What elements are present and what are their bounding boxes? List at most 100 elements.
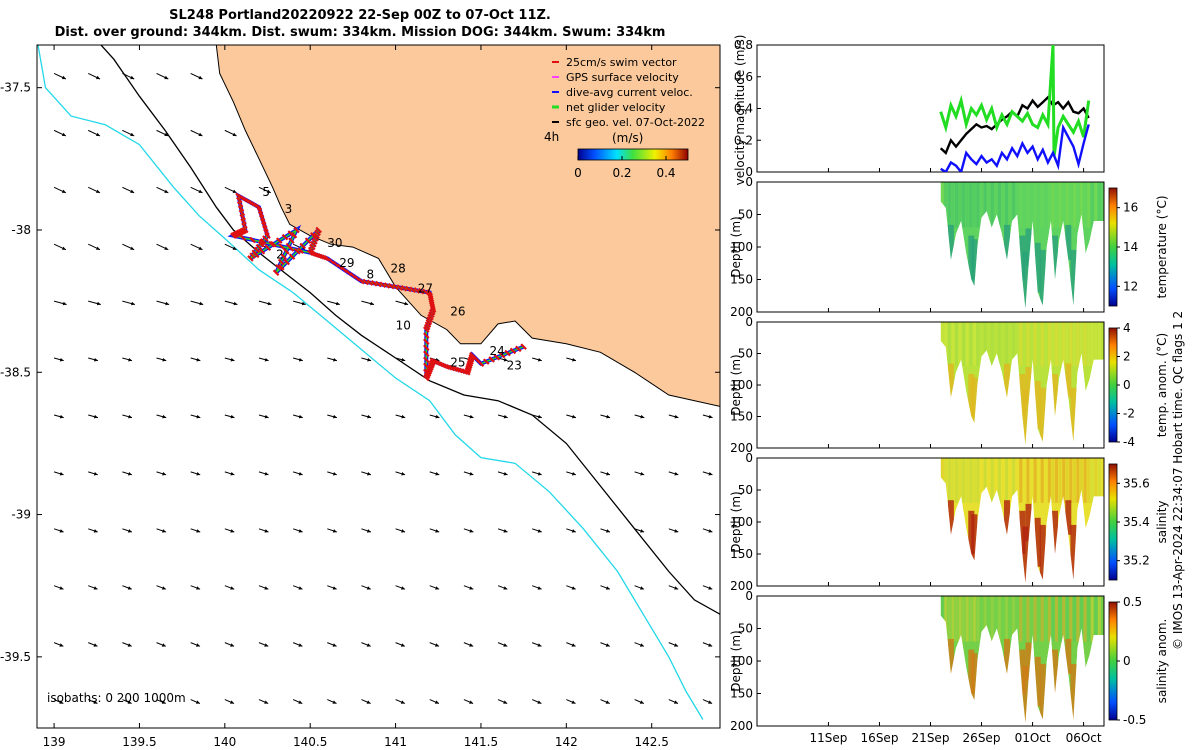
section-deep-feature [1004, 500, 1010, 535]
section-strip [987, 182, 991, 228]
geo-velocity-arrowhead [96, 75, 100, 80]
section-colorbar-tick-label: 35.6 [1123, 476, 1150, 490]
geo-velocity-arrowhead [232, 246, 237, 250]
day-label: 5 [262, 185, 270, 199]
section-colorbar-tick-label: 14 [1123, 240, 1138, 254]
swim-vector [253, 246, 261, 254]
geo-velocity-arrowhead [230, 643, 235, 647]
swim-vector [231, 231, 239, 239]
swim-vector [272, 269, 280, 276]
section-strip [1030, 458, 1033, 503]
geo-velocity-arrowhead [198, 75, 203, 80]
geo-velocity-arrowhead [606, 414, 611, 419]
day-label: 8 [367, 267, 375, 281]
day-label: 2 [276, 247, 284, 261]
geo-velocity-arrowhead [639, 700, 644, 704]
section-deep-feature [947, 224, 954, 260]
swim-vector [428, 311, 435, 318]
geo-velocity-arrowhead [196, 358, 201, 362]
day-label: 29 [339, 256, 354, 270]
swim-vector [280, 253, 288, 260]
section-colorbar [1108, 463, 1118, 581]
section-colorbar-tick-label: 12 [1123, 279, 1138, 293]
section-strip [976, 322, 980, 367]
section-colorbar-tick-label: 35.4 [1123, 515, 1150, 529]
vel-ytick-label: 0.6 [734, 70, 753, 84]
section-strip [969, 182, 973, 228]
swim-vector [256, 207, 264, 215]
swim-vector [493, 354, 501, 361]
geo-velocity-arrowhead [332, 472, 337, 476]
geo-velocity-arrowhead [264, 472, 269, 476]
colorbar-tick-label: 0.2 [612, 166, 631, 180]
section-strip [955, 182, 958, 228]
swim-vector [315, 226, 323, 234]
section-strip [1033, 458, 1037, 503]
geo-velocity-arrowhead [130, 19, 134, 22]
section-strip [955, 322, 958, 367]
geo-velocity-arrow [54, 17, 66, 22]
swim-vector [240, 218, 247, 225]
section-ytick-label: 50 [738, 483, 753, 497]
swim-vector [314, 229, 321, 237]
geo-velocity-arrowhead [469, 472, 474, 476]
geo-velocity-arrowhead [233, 301, 238, 306]
swim-vector [304, 237, 312, 244]
geo-velocity-arrowhead [59, 643, 64, 647]
map-xtick-label: 142.5 [635, 735, 669, 749]
swim-vector [259, 218, 267, 225]
geo-velocity-arrowhead [93, 586, 98, 590]
section-strip [1012, 596, 1016, 642]
swim-vector [366, 279, 374, 286]
geo-velocity-arrowhead [674, 643, 679, 647]
swim-vector [309, 243, 316, 251]
section-strip [1080, 596, 1083, 642]
geo-velocity-arrowhead [61, 246, 66, 250]
geo-velocity-arrowhead [640, 414, 645, 419]
section-strip [1080, 458, 1083, 503]
geo-velocity-arrowhead [230, 414, 235, 419]
time-tick-label: 16Sep [861, 731, 899, 745]
section-strip [1012, 322, 1016, 367]
section-strip [1019, 322, 1023, 367]
swim-vector [277, 258, 285, 266]
section-strip [1072, 182, 1076, 228]
section-strip [1090, 596, 1094, 642]
section-strip [1094, 182, 1098, 228]
swim-vector [249, 236, 256, 244]
vel-ytick-label: 0.8 [734, 38, 753, 52]
section-deep-feature [1022, 389, 1029, 445]
swim-vector [239, 228, 246, 235]
swim-vector [283, 248, 290, 255]
section-strip [987, 596, 991, 642]
geo-velocity-arrowhead [164, 132, 169, 136]
section-strip [1040, 182, 1044, 228]
section-strip [1072, 596, 1076, 642]
section-strip [1044, 182, 1048, 228]
geo-velocity-arrowhead [435, 472, 440, 476]
section-strip [1040, 322, 1044, 367]
section-strip [965, 458, 969, 503]
geo-velocity-arrowhead [162, 529, 166, 533]
section-ytick-label: 0 [745, 315, 753, 329]
geo-velocity-arrowhead [230, 472, 235, 476]
geo-velocity-arrowhead [127, 643, 132, 647]
geo-velocity-arrowhead [435, 414, 440, 419]
legend-geo-velocity: sfc geo. vel. 07-Oct-2022 [566, 116, 705, 129]
swim-vector [453, 366, 461, 373]
geo-velocity-arrowhead [366, 586, 371, 590]
geo-velocity-arrowhead [572, 414, 576, 419]
section-strip [972, 458, 976, 503]
geo-velocity-arrowhead [298, 700, 303, 704]
section-strip [1094, 322, 1098, 367]
day-label: 23 [507, 358, 522, 372]
swim-vector [423, 323, 431, 331]
geo-velocity-arrowhead [640, 586, 644, 590]
geo-velocity-arrowhead [96, 189, 100, 193]
swim-vector [236, 196, 243, 204]
section-strip [1083, 322, 1087, 367]
section-strip [972, 182, 976, 228]
day-label: 30 [327, 236, 342, 250]
geo-velocity-arrowhead [298, 358, 303, 362]
section-deep-feature [1070, 249, 1077, 306]
